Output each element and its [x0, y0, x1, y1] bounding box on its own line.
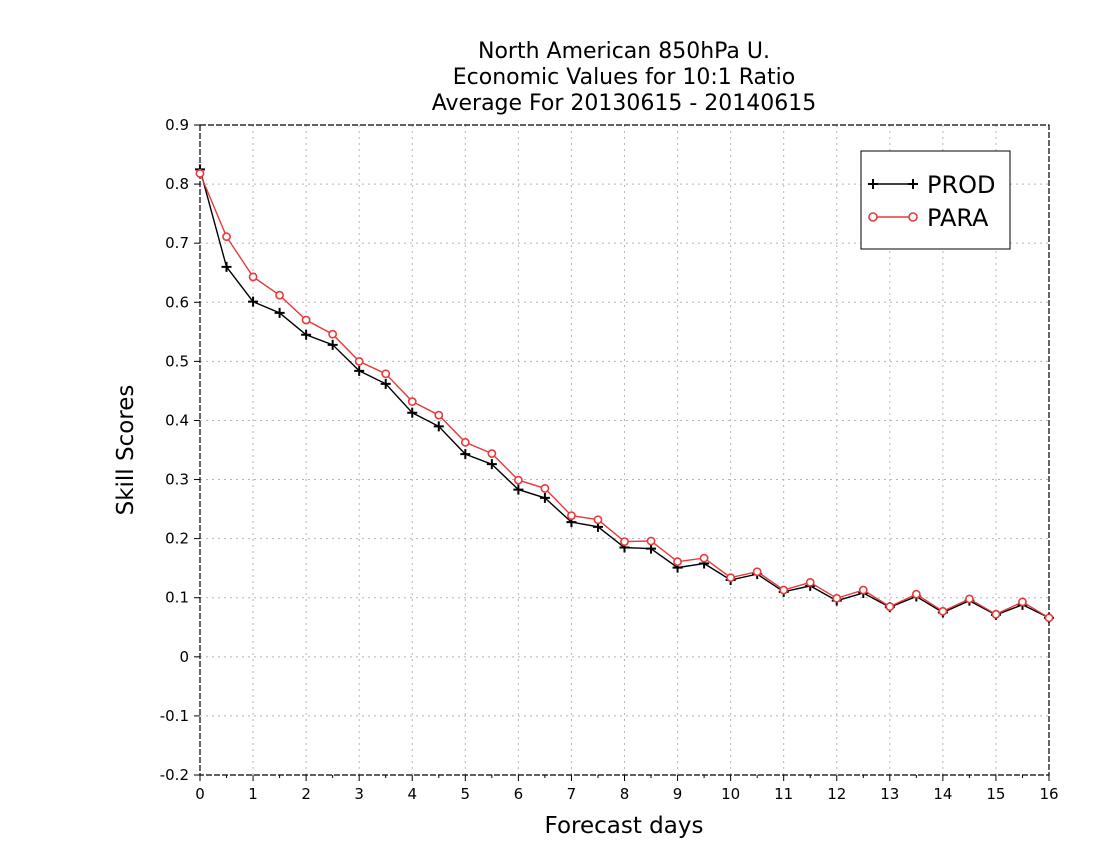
data-point-para	[301, 315, 311, 325]
data-point-para	[434, 410, 444, 420]
data-point-para	[911, 589, 921, 599]
data-point-para	[354, 356, 364, 366]
x-axis-title: Forecast days	[545, 813, 704, 839]
y-tick-label: -0.1	[160, 707, 189, 725]
data-point-para	[195, 169, 205, 178]
axes: 0 1 2 3 4 5 6 7 8 9 10 11 12 13 14 15 16-0.2-0.100.10.20…	[160, 116, 1059, 803]
y-tick-label: 0.6	[165, 293, 189, 311]
data-point-para	[593, 515, 603, 525]
data-point-prod	[221, 261, 232, 272]
data-point-para	[991, 609, 1001, 619]
data-point-prod	[274, 307, 285, 318]
data-point-para	[699, 553, 709, 563]
legend-marker	[868, 212, 878, 222]
data-point-para	[779, 585, 789, 595]
y-tick-label: -0.2	[160, 766, 189, 784]
data-point-para	[513, 475, 523, 485]
data-point-para	[673, 557, 682, 567]
data-point-para	[381, 369, 391, 379]
data-point-para	[832, 593, 842, 603]
x-tick-label: 13	[880, 785, 899, 803]
data-point-para	[965, 594, 974, 604]
data-series	[195, 164, 1054, 623]
data-point-para	[222, 232, 231, 242]
legend-label-prod: PROD	[927, 171, 996, 199]
data-point-para	[407, 397, 417, 406]
y-axis-title: Skill Scores	[113, 385, 139, 516]
data-point-para	[885, 602, 895, 611]
y-tick-label: 0.2	[165, 530, 189, 548]
y-tick-label: 0	[179, 648, 189, 666]
data-point-prod	[433, 421, 444, 432]
y-tick-label: 0.5	[165, 352, 189, 370]
x-tick-label: 9	[673, 785, 683, 803]
x-tick-label: 16	[1039, 785, 1058, 803]
data-point-prod	[486, 459, 497, 470]
data-point-prod	[407, 407, 418, 418]
legend: PROD PARA	[860, 150, 1011, 250]
y-tick-label: 0.7	[165, 234, 189, 252]
data-point-para	[328, 329, 338, 339]
y-tick-label: 0.8	[165, 175, 189, 193]
x-tick-label: 12	[827, 785, 846, 803]
title-line-1: North American 850hPa U.	[478, 39, 770, 64]
x-tick-label: 6	[514, 785, 524, 803]
data-point-prod	[460, 449, 471, 460]
x-tick-label: 10	[721, 785, 740, 803]
data-point-para	[1044, 613, 1054, 623]
data-point-prod	[513, 484, 524, 495]
legend-marker	[908, 179, 918, 189]
data-point-para	[938, 606, 948, 616]
plot-frame	[199, 124, 1050, 776]
x-tick-label: 5	[461, 785, 471, 803]
data-point-para	[726, 573, 736, 583]
x-tick-label: 15	[986, 785, 1005, 803]
data-point-prod	[248, 296, 259, 307]
x-tick-label: 1	[248, 785, 258, 803]
title-line-3: Average For 20130615 - 20140615	[432, 91, 817, 116]
legend-label-para: PARA	[927, 204, 989, 232]
x-tick-label: 7	[567, 785, 577, 803]
data-point-para	[752, 567, 762, 577]
x-tick-label: 8	[620, 785, 630, 803]
data-point-prod	[301, 329, 312, 340]
y-tick-label: 0.9	[165, 116, 189, 134]
data-point-para	[248, 272, 258, 282]
data-point-para	[487, 449, 497, 458]
data-point-para	[540, 484, 550, 493]
x-tick-label: 3	[354, 785, 364, 803]
legend-item-para: PARA	[868, 204, 989, 232]
data-point-para	[805, 577, 815, 587]
data-point-prod	[354, 365, 365, 376]
series-para	[195, 169, 1054, 623]
data-point-para	[1018, 597, 1027, 607]
y-tick-label: 0.4	[165, 411, 189, 429]
data-point-para	[858, 585, 868, 595]
data-point-para	[275, 290, 284, 300]
data-point-para	[460, 437, 470, 447]
x-tick-label: 11	[774, 785, 793, 803]
x-tick-label: 2	[301, 785, 311, 803]
legend-item-prod: PROD	[868, 171, 996, 199]
data-point-para	[567, 511, 576, 520]
x-tick-label: 4	[407, 785, 417, 803]
x-tick-label: 0	[195, 785, 205, 803]
legend-box	[860, 150, 1011, 250]
y-tick-label: 0.3	[165, 471, 189, 489]
chart-title: North American 850hPa U. Economic Values…	[432, 39, 817, 116]
data-point-prod	[380, 378, 391, 389]
legend-marker	[868, 179, 878, 189]
data-point-prod	[539, 492, 550, 503]
data-point-para	[646, 536, 656, 546]
data-point-para	[620, 537, 629, 546]
title-line-2: Economic Values for 10:1 Ratio	[453, 65, 795, 90]
legend-marker	[908, 212, 918, 222]
x-tick-label: 14	[933, 785, 952, 803]
data-point-prod	[327, 339, 338, 350]
y-tick-label: 0.1	[165, 589, 189, 607]
